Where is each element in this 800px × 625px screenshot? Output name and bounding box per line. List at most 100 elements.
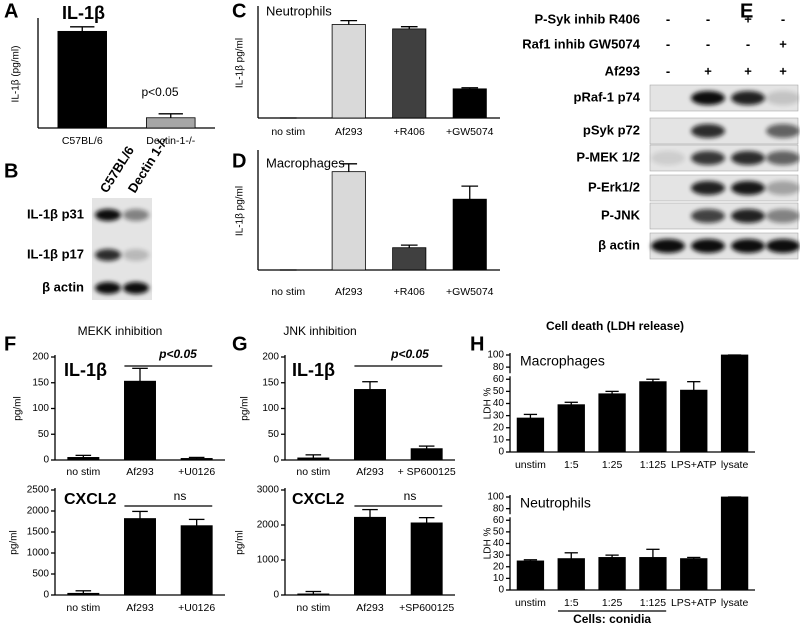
y-tick-label: 20: [493, 422, 505, 433]
band: [731, 239, 765, 253]
error-bar: [523, 559, 538, 561]
chart-title: IL-1β: [64, 360, 107, 380]
bar: [639, 381, 667, 453]
y-tick-label: 2500: [27, 485, 50, 496]
error-bar: [400, 26, 418, 29]
error-bar: [646, 378, 660, 382]
treatment-mark: -: [666, 63, 670, 78]
axis-break: [507, 514, 513, 518]
treatment-mark: +: [744, 63, 752, 78]
y-tick-label: 60: [493, 374, 505, 385]
chart-title: Neutrophils: [266, 3, 332, 18]
x-tick-label: lysate: [721, 597, 749, 609]
y-axis-label: pg/ml: [240, 396, 251, 420]
panel-label: C: [232, 0, 246, 22]
y-axis-label: IL-1β pg/ml: [235, 38, 246, 88]
panel-label: E: [740, 0, 753, 22]
y-tick-label: 150: [262, 377, 279, 388]
treatment-mark: -: [666, 11, 670, 26]
error-bar: [605, 390, 619, 394]
chart-title: IL-1β: [292, 360, 335, 380]
y-tick-label: 2000: [257, 520, 280, 531]
bar: [331, 171, 366, 271]
chart-title: CXCL2: [292, 491, 345, 508]
y-axis-label: LDH %: [483, 388, 494, 420]
y-tick-label: 30: [493, 410, 505, 421]
x-tick-label: 1:5: [564, 459, 579, 471]
x-axis-label: Cells: conidia: [573, 612, 651, 625]
x-tick-label: Af293: [335, 126, 363, 138]
error-bar: [305, 454, 322, 458]
y-tick-label: 1000: [27, 548, 50, 559]
error-bar: [132, 367, 148, 382]
bar: [67, 592, 100, 596]
band: [651, 239, 685, 253]
x-tick-label: Af293: [335, 286, 363, 298]
panel-label: A: [4, 0, 18, 22]
panel-label: F: [4, 333, 16, 355]
panel-label: D: [232, 150, 246, 172]
error-bar: [523, 413, 538, 419]
bar: [598, 393, 626, 453]
y-axis-label: IL-1β (pg/ml): [11, 46, 22, 103]
y-tick-label: 100: [32, 403, 49, 414]
y-axis-label: pg/ml: [235, 530, 246, 554]
band: [123, 282, 149, 294]
band: [95, 209, 121, 221]
y-tick-label: 50: [38, 429, 50, 440]
x-tick-label: +U0126: [178, 466, 215, 478]
bar: [557, 558, 585, 591]
bar: [124, 380, 156, 461]
band-label: β actin: [598, 237, 640, 252]
bar: [410, 448, 443, 461]
panel-label: B: [4, 160, 18, 182]
y-tick-label: 200: [262, 352, 279, 363]
y-tick-label: 10: [493, 573, 505, 584]
y-tick-label: 60: [493, 515, 505, 526]
y-tick-label: 1000: [257, 555, 280, 566]
annotation: p<0.05: [141, 85, 178, 99]
band: [731, 209, 765, 223]
band: [731, 91, 765, 105]
panel-label: H: [470, 333, 484, 355]
bar: [124, 518, 156, 596]
x-tick-label: 1:5: [564, 597, 579, 609]
y-tick-label: 100: [487, 350, 504, 361]
bar: [146, 117, 196, 129]
treatment-mark: -: [666, 36, 670, 51]
y-tick-label: 50: [268, 429, 280, 440]
x-tick-label: unstim: [515, 597, 546, 609]
x-tick-label: 1:25: [602, 597, 623, 609]
error-bar: [418, 445, 435, 449]
x-tick-label: Af293: [126, 466, 154, 478]
x-tick-label: no stim: [271, 286, 305, 298]
chart-supertitle: JNK inhibition: [283, 324, 356, 338]
x-tick-label: +GW5074: [446, 286, 494, 298]
treatment-label: P-Syk inhib R406: [535, 11, 640, 26]
error-bar: [564, 401, 578, 405]
x-tick-label: LPS+ATP: [671, 459, 717, 471]
band: [691, 209, 725, 223]
error-bar: [362, 508, 378, 518]
y-tick-label: 10: [493, 435, 505, 446]
band: [691, 91, 725, 105]
bar: [297, 457, 330, 461]
bar: [67, 457, 100, 461]
band: [95, 249, 121, 261]
band: [651, 151, 685, 165]
bar: [297, 593, 330, 596]
bar: [516, 560, 545, 591]
error-bar: [564, 552, 578, 559]
treatment-mark: -: [706, 11, 710, 26]
error-bar: [687, 556, 701, 559]
band: [766, 124, 800, 138]
chart-title: Macrophages: [520, 353, 605, 369]
treatment-label: Raf1 inhib GW5074: [522, 36, 641, 51]
y-tick-label: 80: [493, 362, 505, 373]
annotation: ns: [174, 489, 187, 503]
bar: [516, 417, 545, 453]
y-tick-label: 100: [487, 492, 504, 503]
band-label: IL-1β p31: [27, 206, 84, 221]
bar: [57, 30, 107, 129]
band: [691, 181, 725, 195]
